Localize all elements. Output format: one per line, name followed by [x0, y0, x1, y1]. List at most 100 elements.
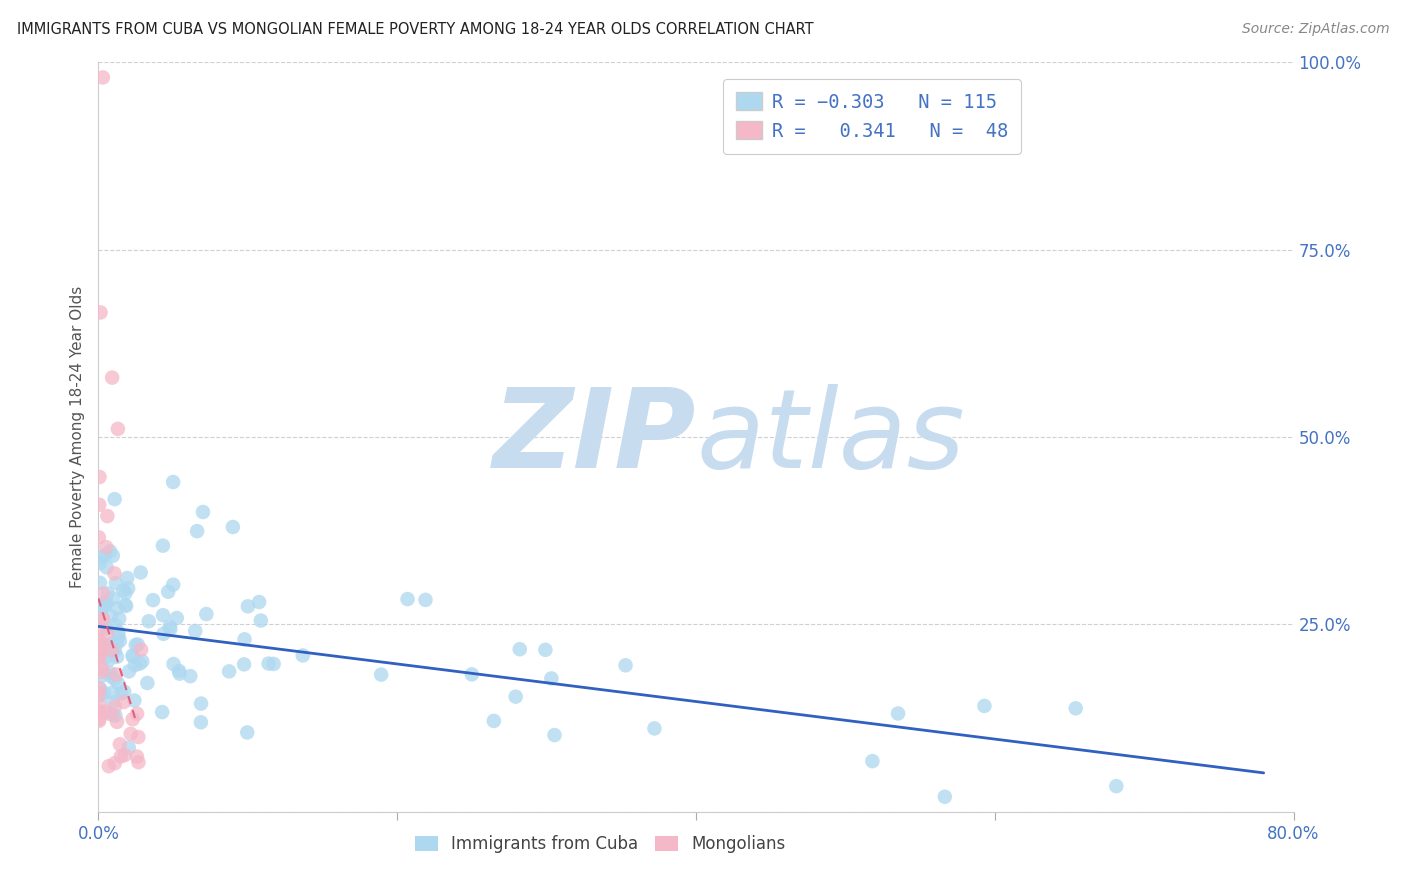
- Point: [108, 737, 131, 751]
- Point: [614, 658, 637, 673]
- Point: [97, 586, 120, 600]
- Point: [152, 627, 174, 641]
- Point: [90, 305, 112, 319]
- Point: [263, 657, 285, 671]
- Point: [96, 625, 118, 640]
- Y-axis label: Female Poverty Among 18-24 Year Olds: Female Poverty Among 18-24 Year Olds: [70, 286, 86, 588]
- Point: [108, 611, 131, 625]
- Point: [94, 599, 117, 614]
- Point: [370, 667, 392, 681]
- Point: [87, 650, 110, 665]
- Point: [87, 712, 110, 726]
- Point: [128, 657, 150, 671]
- Point: [860, 754, 883, 768]
- Point: [162, 657, 184, 671]
- Point: [152, 539, 174, 553]
- Point: [101, 695, 124, 709]
- Point: [150, 705, 173, 719]
- Point: [120, 727, 142, 741]
- Point: [100, 666, 122, 681]
- Point: [117, 582, 139, 596]
- Point: [124, 693, 146, 707]
- Point: [89, 633, 111, 648]
- Point: [87, 681, 110, 696]
- Point: [101, 685, 124, 699]
- Point: [131, 654, 153, 668]
- Point: [1105, 779, 1128, 793]
- Point: [114, 598, 136, 612]
- Point: [101, 549, 124, 563]
- Point: [87, 622, 110, 636]
- Point: [89, 498, 111, 512]
- Point: [87, 530, 110, 544]
- Point: [93, 686, 115, 700]
- Point: [118, 740, 141, 755]
- Point: [89, 704, 111, 718]
- Point: [96, 509, 118, 524]
- Point: [89, 698, 111, 713]
- Point: [973, 698, 995, 713]
- Point: [107, 629, 129, 643]
- Point: [115, 571, 138, 585]
- Point: [94, 650, 117, 665]
- Legend: Immigrants from Cuba, Mongolians: Immigrants from Cuba, Mongolians: [408, 829, 793, 860]
- Point: [136, 676, 159, 690]
- Point: [157, 584, 180, 599]
- Point: [90, 665, 112, 679]
- Point: [415, 593, 437, 607]
- Point: [89, 689, 111, 703]
- Point: [90, 668, 112, 682]
- Point: [138, 614, 160, 628]
- Point: [125, 638, 148, 652]
- Point: [89, 575, 111, 590]
- Text: IMMIGRANTS FROM CUBA VS MONGOLIAN FEMALE POVERTY AMONG 18-24 YEAR OLDS CORRELATI: IMMIGRANTS FROM CUBA VS MONGOLIAN FEMALE…: [17, 22, 814, 37]
- Point: [236, 599, 259, 614]
- Point: [190, 697, 212, 711]
- Point: [87, 714, 110, 728]
- Point: [87, 687, 110, 701]
- Point: [121, 712, 143, 726]
- Point: [104, 643, 127, 657]
- Point: [129, 566, 152, 580]
- Text: Source: ZipAtlas.com: Source: ZipAtlas.com: [1241, 22, 1389, 37]
- Point: [93, 549, 115, 563]
- Point: [110, 686, 132, 700]
- Point: [112, 695, 135, 709]
- Point: [101, 708, 124, 723]
- Point: [233, 657, 256, 672]
- Point: [98, 706, 121, 721]
- Point: [127, 730, 149, 744]
- Point: [125, 706, 148, 721]
- Point: [105, 667, 128, 681]
- Point: [169, 666, 191, 681]
- Point: [96, 560, 118, 574]
- Point: [643, 722, 665, 736]
- Point: [97, 653, 120, 667]
- Point: [114, 747, 136, 762]
- Point: [96, 621, 118, 635]
- Point: [89, 556, 111, 570]
- Point: [104, 492, 127, 507]
- Point: [257, 657, 280, 671]
- Point: [104, 672, 127, 686]
- Point: [96, 639, 118, 653]
- Point: [152, 608, 174, 623]
- Point: [91, 662, 114, 676]
- Point: [105, 601, 128, 615]
- Point: [247, 595, 270, 609]
- Point: [121, 648, 143, 663]
- Point: [91, 638, 114, 652]
- Point: [105, 636, 128, 650]
- Point: [396, 592, 419, 607]
- Point: [233, 632, 256, 647]
- Point: [97, 759, 120, 773]
- Point: [101, 370, 124, 384]
- Point: [104, 618, 127, 632]
- Point: [195, 607, 218, 621]
- Point: [107, 624, 129, 639]
- Point: [129, 642, 152, 657]
- Point: [218, 665, 240, 679]
- Point: [90, 614, 112, 628]
- Point: [159, 619, 181, 633]
- Point: [110, 749, 132, 764]
